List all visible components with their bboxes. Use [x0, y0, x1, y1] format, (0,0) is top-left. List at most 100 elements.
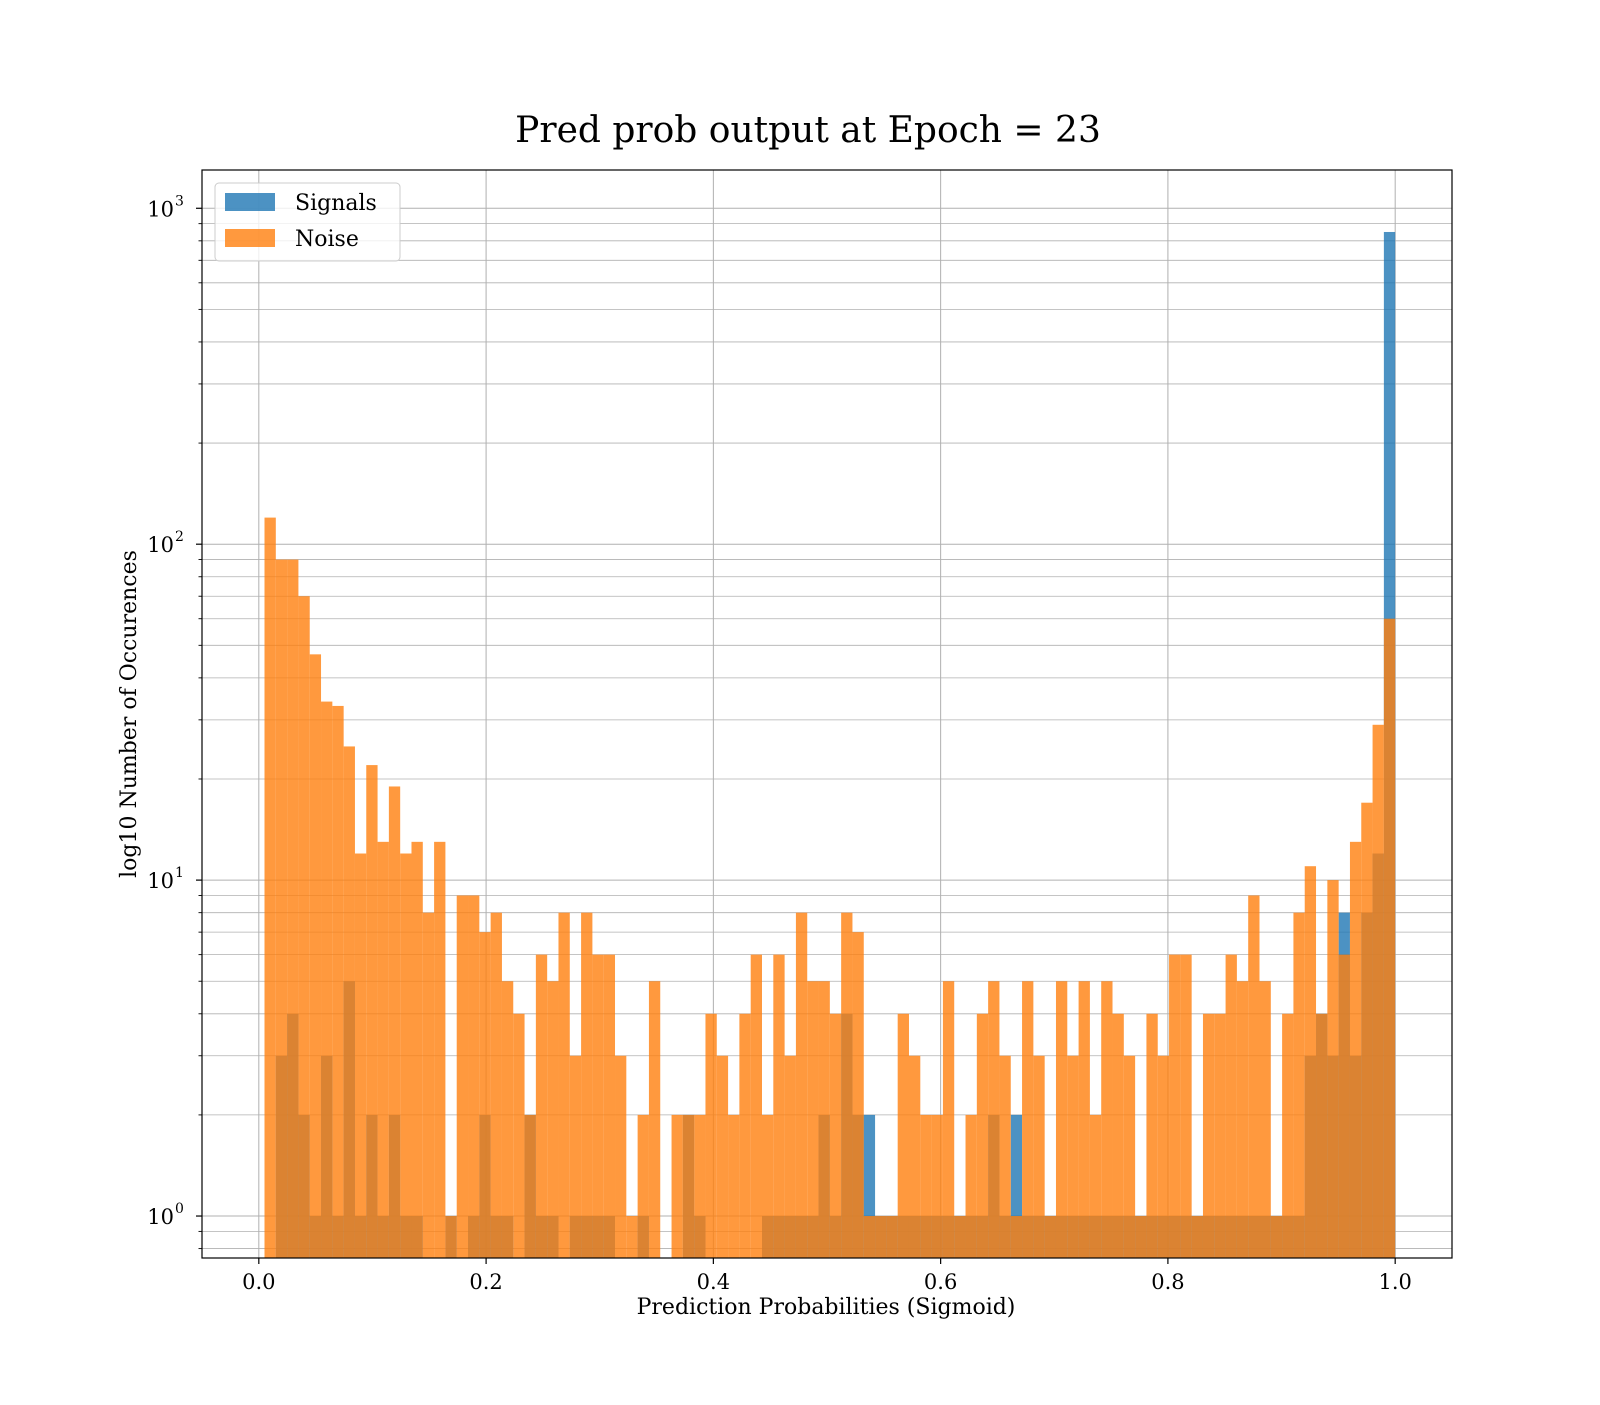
noise-bar: [818, 981, 830, 1258]
x-axis-ticks: 0.0 0.2 0.4 0.6 0.8 1.0: [242, 1258, 1412, 1294]
noise-bar: [388, 786, 401, 1258]
noise-bar: [298, 596, 310, 1258]
noise-bar: [377, 841, 389, 1258]
noise-bar: [648, 981, 661, 1258]
noise-bar: [581, 912, 593, 1258]
noise-bar: [716, 1055, 729, 1258]
noise-bar: [920, 1114, 932, 1258]
noise-bar: [1259, 981, 1271, 1258]
noise-bar: [942, 981, 955, 1258]
legend-swatch-signals: [225, 193, 275, 211]
noise-bar: [1293, 912, 1305, 1258]
legend-label-signals: Signals: [295, 191, 377, 216]
noise-bar: [603, 954, 616, 1258]
noise-bar: [535, 954, 548, 1258]
y-tick-label: 10: [147, 533, 174, 557]
noise-bar: [1327, 880, 1339, 1258]
noise-bar: [287, 559, 299, 1258]
x-axis-label: Prediction Probabilities (Sigmoid): [637, 1295, 1016, 1320]
noise-bar: [762, 1114, 774, 1258]
noise-bar: [1123, 1055, 1136, 1258]
noise-bar: [354, 853, 367, 1258]
noise-bar: [1067, 1055, 1079, 1258]
plot-frame: [201, 169, 1453, 1259]
noise-bar: [456, 895, 469, 1258]
noise-bar: [1146, 1013, 1158, 1258]
noise-bar: [1316, 1013, 1328, 1258]
noise-bar: [875, 1216, 887, 1258]
noise-series: [264, 517, 1396, 1258]
noise-bar: [897, 1013, 909, 1258]
noise-bar: [1248, 895, 1260, 1258]
noise-bar: [468, 895, 480, 1258]
noise-bar: [1055, 981, 1068, 1258]
noise-bar: [976, 1013, 989, 1258]
noise-bar: [343, 746, 355, 1258]
noise-bar: [366, 765, 378, 1258]
noise-bar: [841, 912, 853, 1258]
noise-bar: [1101, 981, 1113, 1258]
noise-bar: [479, 932, 491, 1258]
legend: Signals Noise: [214, 182, 401, 262]
noise-bar: [988, 981, 1000, 1258]
noise-bar: [321, 701, 333, 1258]
noise-bar: [411, 841, 423, 1258]
noise-bar: [592, 954, 604, 1258]
noise-bar: [513, 1013, 525, 1258]
noise-bar: [569, 1055, 582, 1258]
noise-bar: [547, 981, 559, 1258]
chart-title: Pred prob output at Epoch = 23: [515, 110, 1101, 151]
noise-bar: [1078, 981, 1090, 1258]
noise-bar: [445, 1216, 457, 1258]
noise-bar: [750, 954, 762, 1258]
y-tick-label: 10: [147, 1205, 174, 1229]
legend-label-noise: Noise: [295, 227, 359, 252]
noise-bar: [852, 932, 864, 1258]
noise-bar: [728, 1114, 740, 1258]
x-tick-label: 0.8: [1151, 1270, 1184, 1294]
noise-bar: [965, 1114, 977, 1258]
noise-bar: [615, 1055, 627, 1258]
y-tick-exponent: 2: [175, 529, 184, 545]
x-tick-label: 0.0: [242, 1270, 275, 1294]
noise-bar: [275, 559, 288, 1258]
noise-bar: [524, 1114, 536, 1258]
noise-bar: [501, 981, 514, 1258]
noise-bar: [1236, 981, 1249, 1258]
noise-bar: [309, 654, 322, 1258]
noise-bar: [1191, 1216, 1203, 1258]
signals-bar: [1010, 1114, 1023, 1258]
x-tick-label: 1.0: [1378, 1270, 1411, 1294]
noise-bar: [558, 912, 570, 1258]
x-tick-label: 0.2: [469, 1270, 502, 1294]
noise-bar: [931, 1114, 943, 1258]
y-tick-label: 10: [147, 869, 174, 893]
y-tick-exponent: 0: [175, 1201, 184, 1217]
noise-bar: [1214, 1013, 1226, 1258]
noise-bar: [908, 1055, 921, 1258]
x-tick-label: 0.6: [924, 1270, 957, 1294]
noise-bar: [705, 1013, 717, 1258]
noise-bar: [434, 841, 446, 1258]
noise-bar: [1225, 954, 1237, 1258]
y-tick-exponent: 1: [175, 865, 184, 881]
noise-bar: [400, 853, 412, 1258]
noise-bar: [954, 1216, 966, 1258]
noise-bar: [1112, 1013, 1124, 1258]
noise-bar: [1349, 841, 1362, 1258]
noise-bar: [682, 1114, 695, 1258]
noise-bar: [784, 1055, 796, 1258]
noise-bar: [422, 912, 435, 1258]
noise-bar: [1157, 1055, 1170, 1258]
x-tick-label: 0.4: [697, 1270, 730, 1294]
noise-bar: [1033, 1055, 1045, 1258]
y-tick-label: 10: [147, 197, 174, 221]
y-axis-label: log10 Number of Occurences: [117, 550, 142, 878]
noise-bar: [637, 1114, 649, 1258]
noise-bar: [1010, 1216, 1023, 1258]
noise-bar: [1169, 954, 1181, 1258]
noise-bar: [671, 1114, 683, 1258]
noise-bar: [626, 1216, 638, 1258]
noise-bar: [863, 1216, 876, 1258]
